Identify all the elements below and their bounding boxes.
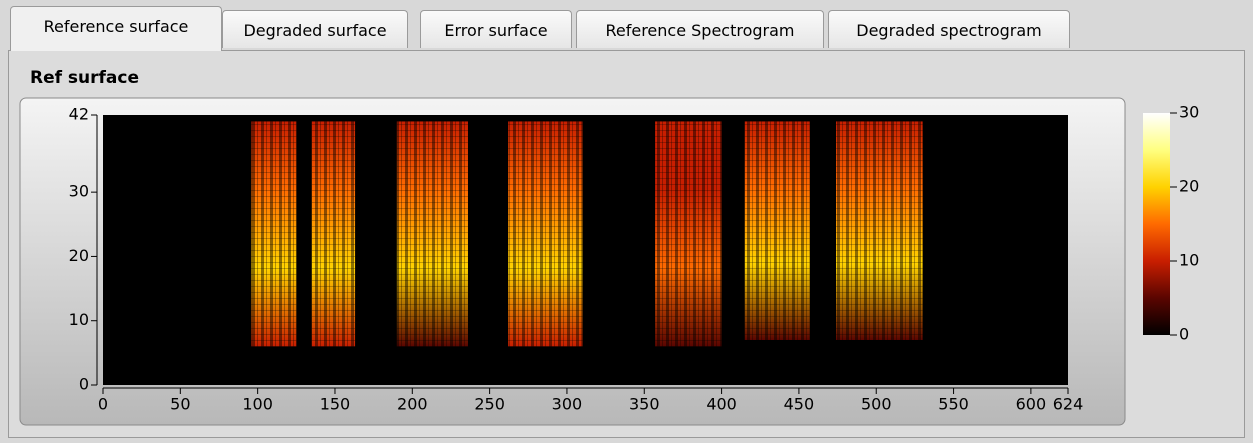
tab[interactable]: Error surface: [420, 10, 572, 48]
y-tick-label: 0: [79, 375, 89, 394]
tab[interactable]: Degraded spectrogram: [828, 10, 1070, 48]
burst-texture: [836, 121, 923, 340]
burst-texture: [744, 121, 810, 340]
y-tick-label: 10: [69, 310, 89, 329]
x-tick-label: 200: [397, 395, 428, 414]
x-tick-label: 300: [552, 395, 583, 414]
x-tick-label: 0: [98, 395, 108, 414]
x-tick-label: 600: [1016, 395, 1047, 414]
colorbar-tick-label: 20: [1179, 177, 1199, 196]
burst-texture: [251, 121, 297, 347]
x-tick-label: 400: [706, 395, 737, 414]
tab[interactable]: Reference surface: [10, 6, 222, 51]
burst-texture: [508, 121, 583, 347]
burst-texture: [311, 121, 356, 347]
y-tick-label: 20: [69, 246, 89, 265]
x-tick-label: 100: [242, 395, 273, 414]
x-tick-label: 150: [320, 395, 351, 414]
x-tick-label: 450: [784, 395, 815, 414]
burst-texture: [396, 121, 468, 347]
x-tick-label: 50: [170, 395, 190, 414]
y-tick-label: 30: [69, 182, 89, 201]
colorbar-tick-label: 0: [1179, 325, 1189, 344]
x-tick-label: 550: [938, 395, 969, 414]
plot-area: [103, 115, 1068, 385]
x-tick-label: 350: [629, 395, 660, 414]
colorbar: [1143, 113, 1170, 335]
colorbar-tick-label: 10: [1179, 251, 1199, 270]
x-tick-label: 500: [861, 395, 892, 414]
colorbar-tick-label: 30: [1179, 103, 1199, 122]
x-tick-label: 624: [1053, 395, 1084, 414]
tab[interactable]: Reference Spectrogram: [576, 10, 824, 48]
panel-title: Ref surface: [30, 68, 140, 88]
y-tick-label: 42: [69, 105, 89, 124]
tab[interactable]: Degraded surface: [222, 10, 408, 48]
burst-texture: [655, 121, 722, 347]
x-tick-label: 250: [474, 395, 505, 414]
